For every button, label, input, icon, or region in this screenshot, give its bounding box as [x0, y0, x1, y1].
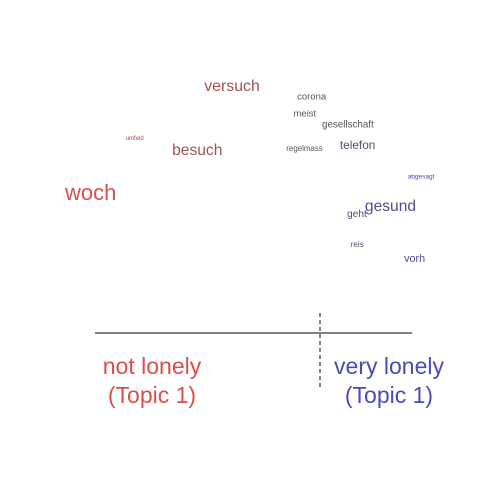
group-sublabel-very-lonely: (Topic 1) — [345, 382, 433, 408]
word-umfeld: umfeld — [126, 136, 144, 142]
word-gesund: gesund — [365, 198, 416, 215]
word-gesellschaft: gesellschaft — [322, 119, 374, 130]
word-regelmass: regelmass — [286, 144, 322, 153]
word-vorh: vorh — [404, 253, 425, 265]
word-reis: reis — [351, 240, 364, 249]
word-telefon: telefon — [340, 138, 375, 152]
group-label-very-lonely: very lonely — [334, 353, 444, 379]
group-label-not-lonely: not lonely — [103, 353, 202, 379]
word-versuch: versuch — [204, 78, 260, 95]
word-woch: woch — [64, 180, 116, 205]
word-abgesagt: abgesagt — [408, 174, 435, 181]
group-sublabel-not-lonely: (Topic 1) — [108, 382, 196, 408]
word-geht: geht — [347, 209, 367, 220]
word-layer: versuch corona meist gesellschaft umfeld besu… — [64, 78, 435, 265]
word-corona: corona — [297, 92, 327, 103]
word-besuch: besuch — [172, 142, 222, 159]
word-meist: meist — [294, 109, 317, 120]
